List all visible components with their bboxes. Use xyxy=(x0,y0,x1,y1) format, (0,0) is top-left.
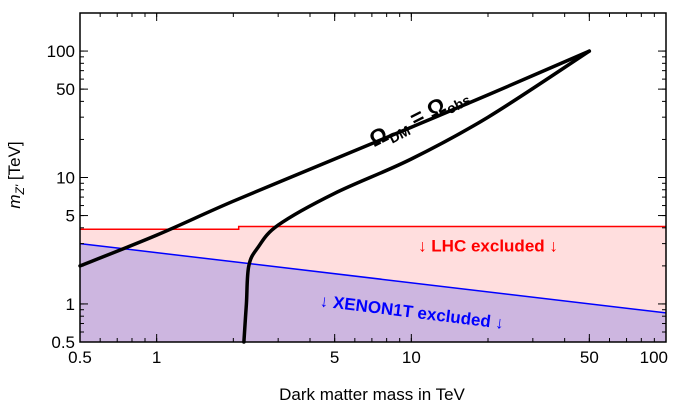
x-tick-label: 10 xyxy=(402,348,421,367)
y-axis-label: mZ' [TeV] xyxy=(5,141,27,208)
relic-lower-curve xyxy=(242,49,592,344)
exclusion-regions xyxy=(79,225,667,342)
x-tick-label: 5 xyxy=(330,348,339,367)
x-tick-label: 1 xyxy=(152,348,161,367)
y-axis-label-main: m xyxy=(5,194,24,208)
xenon-region-fill xyxy=(80,243,666,342)
lhc-boundary-line xyxy=(80,225,666,230)
x-axis-label: Dark matter mass in TeV xyxy=(279,385,465,404)
relic-upper-curve xyxy=(78,49,592,268)
relic-curves xyxy=(78,49,592,344)
y-axis-ticks: 0.5 1 5 10 50 100 xyxy=(47,12,666,352)
lhc-excluded-label: ↓ LHC excluded ↓ xyxy=(418,236,558,255)
omega-obs-subscript: obs xyxy=(444,91,474,117)
xenon-boundary-line xyxy=(79,242,667,314)
y-tick-label: 0.5 xyxy=(51,333,75,352)
x-tick-label: 0.5 xyxy=(68,348,92,367)
y-tick-label: 5 xyxy=(66,207,75,226)
y-tick-label: 1 xyxy=(66,295,75,314)
x-axis-ticks: 0.5 1 5 10 50 100 xyxy=(68,13,668,367)
y-tick-label: 10 xyxy=(56,169,75,188)
x-tick-label: 100 xyxy=(640,348,668,367)
x-tick-label: 50 xyxy=(580,348,599,367)
relic-density-annotation: ΩDM = Ωobs xyxy=(365,81,473,155)
y-tick-label: 100 xyxy=(47,42,75,61)
y-axis-label-sub: Z' xyxy=(13,184,27,195)
y-axis-label-unit: [TeV] xyxy=(5,141,24,184)
y-tick-label: 50 xyxy=(56,80,75,99)
